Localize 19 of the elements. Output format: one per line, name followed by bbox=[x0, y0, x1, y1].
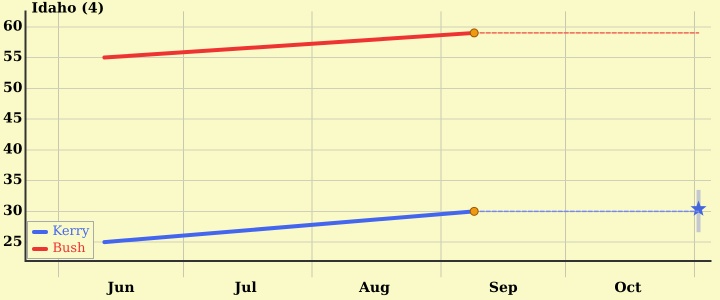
legend-label: Bush bbox=[52, 240, 86, 258]
y-tick-label: 60 bbox=[3, 18, 23, 34]
point bbox=[691, 201, 706, 216]
point bbox=[470, 206, 479, 216]
y-tick-label: 35 bbox=[3, 172, 22, 188]
x-tick-label: Jul bbox=[232, 280, 257, 296]
y-tick-label: 30 bbox=[3, 203, 23, 220]
point bbox=[470, 28, 479, 38]
y-tick-label: 50 bbox=[3, 80, 23, 96]
x-tick-label: Oct bbox=[614, 280, 642, 296]
legend-label: Kerry bbox=[52, 223, 90, 240]
y-tick-label: 25 bbox=[3, 234, 22, 250]
chart-title: Idaho (4) bbox=[31, 0, 104, 17]
x-tick-label: Sep bbox=[488, 280, 518, 296]
y-tick-label: 45 bbox=[3, 110, 22, 127]
x-tick-label: Jun bbox=[106, 280, 135, 296]
x-tick-label: Aug bbox=[358, 280, 390, 296]
y-tick-label: 40 bbox=[3, 141, 23, 158]
y-tick-label: 55 bbox=[3, 49, 22, 66]
